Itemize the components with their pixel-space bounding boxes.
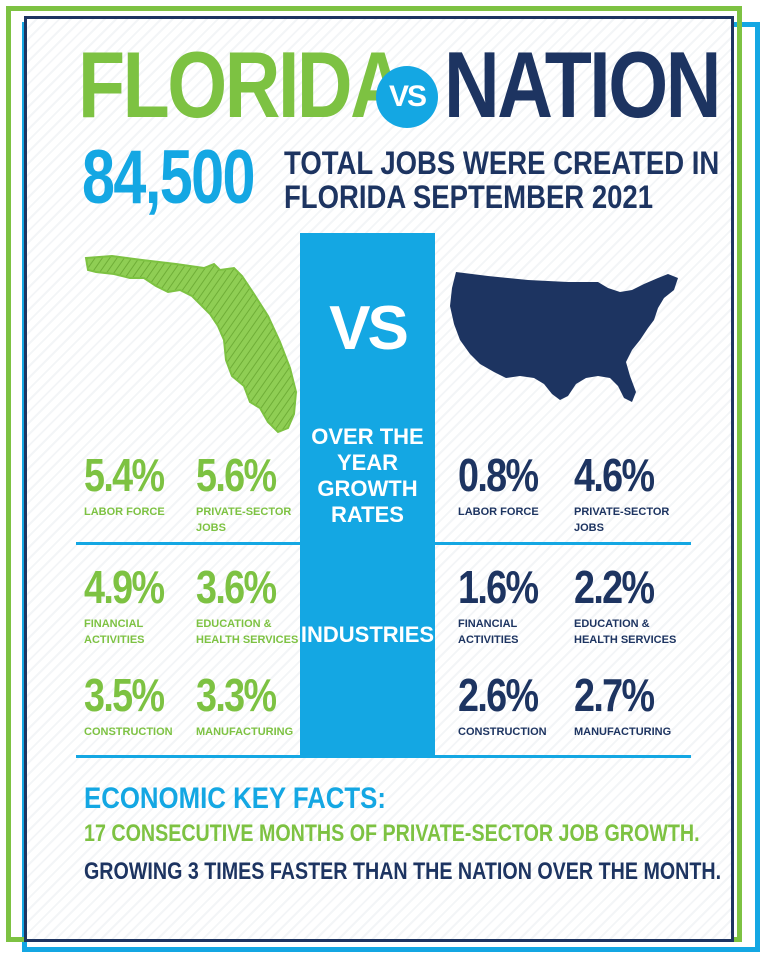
growth-rates-label: OVER THE YEAR GROWTH RATES xyxy=(300,424,435,528)
jobs-created-text-line2: FLORIDA SEPTEMBER 2021 xyxy=(284,179,654,215)
us-private-sector-value: 4.6% xyxy=(574,449,655,501)
us-labor-force: 0.8% LABOR FORCE xyxy=(458,452,578,520)
us-financial-label: FINANCIAL ACTIVITIES xyxy=(458,616,578,648)
header-nation: NATION xyxy=(444,32,721,137)
facts-title: ECONOMIC KEY FACTS: xyxy=(84,782,386,815)
jobs-created-text: TOTAL JOBS WERE CREATED IN FLORIDA SEPTE… xyxy=(284,146,719,214)
us-financial-value: 1.6% xyxy=(458,561,539,613)
facts-line-2: GROWING 3 TIMES FASTER THAN THE NATION O… xyxy=(84,858,722,885)
fl-construction: 3.5% CONSTRUCTION xyxy=(84,672,204,740)
header-vs-badge: VS xyxy=(376,66,438,128)
facts-line-1: 17 CONSECUTIVE MONTHS OF PRIVATE-SECTOR … xyxy=(84,820,700,847)
divider-left xyxy=(76,542,300,545)
divider-bottom xyxy=(76,755,691,758)
growth-line-2: YEAR xyxy=(336,450,399,475)
fl-construction-value: 3.5% xyxy=(84,669,165,721)
fl-manufacturing-value: 3.3% xyxy=(196,669,277,721)
fl-labor-force-value: 5.4% xyxy=(84,449,165,501)
fl-financial-value: 4.9% xyxy=(84,561,165,613)
us-manufacturing: 2.7% MANUFACTURING xyxy=(574,672,694,740)
us-education: 2.2% EDUCATION & HEALTH SERVICES xyxy=(574,564,694,648)
us-manufacturing-label: MANUFACTURING xyxy=(574,726,672,738)
fl-labor-force-label: LABOR FORCE xyxy=(84,506,165,518)
divider-right xyxy=(435,542,691,545)
us-construction-value: 2.6% xyxy=(458,669,539,721)
fl-construction-label: CONSTRUCTION xyxy=(84,726,173,738)
us-labor-force-label: LABOR FORCE xyxy=(458,506,539,518)
us-labor-force-value: 0.8% xyxy=(458,449,539,501)
us-financial-label-2: ACTIVITIES xyxy=(458,634,519,646)
us-education-value: 2.2% xyxy=(574,561,655,613)
florida-map-icon xyxy=(84,254,298,434)
fl-private-sector-value: 5.6% xyxy=(196,449,277,501)
fl-private-sector-label-2: JOBS xyxy=(196,522,226,534)
us-financial: 1.6% FINANCIAL ACTIVITIES xyxy=(458,564,578,648)
fl-financial: 4.9% FINANCIAL ACTIVITIES xyxy=(84,564,204,648)
header-florida: FLORIDA xyxy=(78,32,406,137)
fl-education-label-1: EDUCATION & xyxy=(196,618,272,630)
fl-financial-label-1: FINANCIAL xyxy=(84,618,144,630)
us-education-label-1: EDUCATION & xyxy=(574,618,650,630)
usa-map-icon xyxy=(450,272,678,402)
fl-private-sector: 5.6% PRIVATE-SECTOR JOBS xyxy=(196,452,316,536)
growth-line-4: RATES xyxy=(331,502,404,527)
fl-financial-label: FINANCIAL ACTIVITIES xyxy=(84,616,204,648)
industries-label: INDUSTRIES xyxy=(300,622,435,647)
jobs-created-number: 84,500 xyxy=(82,135,256,220)
us-private-sector-label-1: PRIVATE-SECTOR xyxy=(574,506,670,518)
fl-private-sector-label: PRIVATE-SECTOR JOBS xyxy=(196,504,316,536)
fl-education-label: EDUCATION & HEALTH SERVICES xyxy=(196,616,316,648)
fl-labor-force: 5.4% LABOR FORCE xyxy=(84,452,204,520)
growth-line-3: GROWTH xyxy=(317,476,418,501)
us-private-sector-label: PRIVATE-SECTOR JOBS xyxy=(574,504,694,536)
us-financial-label-1: FINANCIAL xyxy=(458,618,518,630)
center-column xyxy=(300,233,435,757)
center-vs: VS xyxy=(329,294,409,363)
us-construction: 2.6% CONSTRUCTION xyxy=(458,672,578,740)
fl-education-value: 3.6% xyxy=(196,561,277,613)
fl-financial-label-2: ACTIVITIES xyxy=(84,634,145,646)
fl-private-sector-label-1: PRIVATE-SECTOR xyxy=(196,506,292,518)
us-construction-label: CONSTRUCTION xyxy=(458,726,547,738)
us-manufacturing-value: 2.7% xyxy=(574,669,655,721)
fl-education-label-2: HEALTH SERVICES xyxy=(196,634,299,646)
us-education-label-2: HEALTH SERVICES xyxy=(574,634,677,646)
fl-manufacturing: 3.3% MANUFACTURING xyxy=(196,672,316,740)
growth-line-1: OVER THE xyxy=(311,424,424,449)
jobs-created-text-line1: TOTAL JOBS WERE CREATED IN xyxy=(284,145,720,181)
fl-manufacturing-label: MANUFACTURING xyxy=(196,726,294,738)
fl-education: 3.6% EDUCATION & HEALTH SERVICES xyxy=(196,564,316,648)
us-private-sector-label-2: JOBS xyxy=(574,522,604,534)
us-private-sector: 4.6% PRIVATE-SECTOR JOBS xyxy=(574,452,694,536)
us-education-label: EDUCATION & HEALTH SERVICES xyxy=(574,616,694,648)
